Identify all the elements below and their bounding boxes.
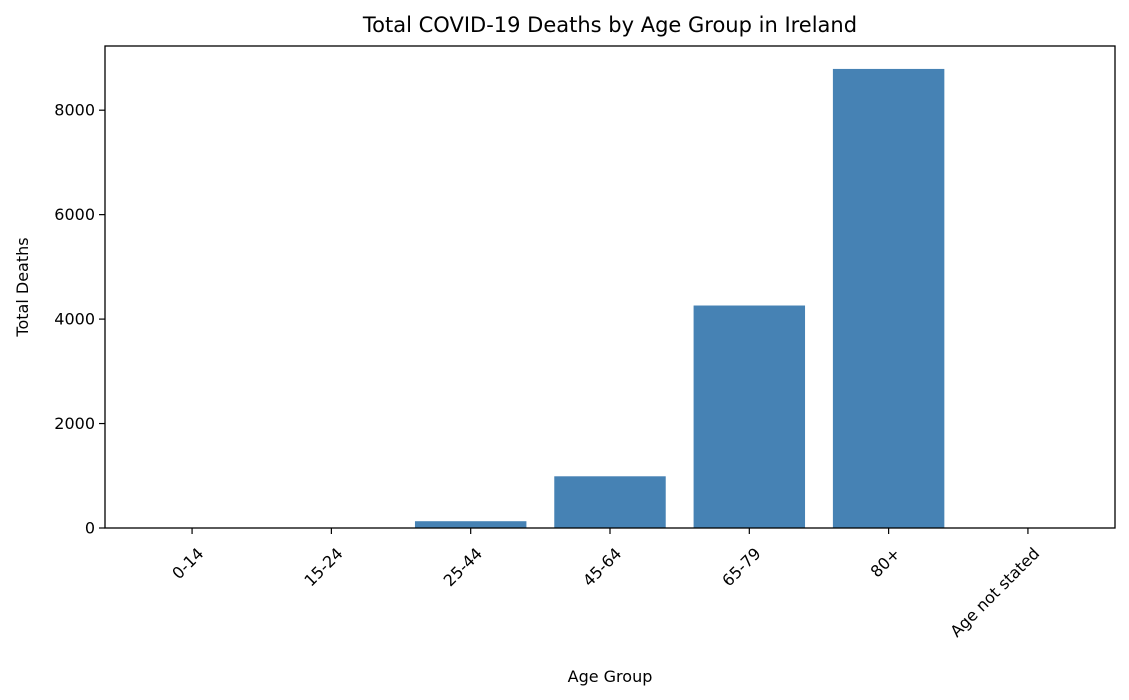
y-axis-label: Total Deaths <box>13 237 32 337</box>
y-tick-label: 0 <box>85 519 95 538</box>
chart-title: Total COVID-19 Deaths by Age Group in Ir… <box>362 13 857 37</box>
bar-2 <box>414 521 527 528</box>
x-ticks: 0-14 15-24 25-44 45-64 65-79 80+ Age not state… <box>168 528 1043 641</box>
bar-4 <box>693 305 806 528</box>
x-tick-label: Age not stated <box>946 544 1043 641</box>
y-tick-label: 2000 <box>54 414 95 433</box>
bar-3 <box>554 476 666 528</box>
plot-frame <box>104 45 1116 529</box>
y-tick-label: 8000 <box>54 101 95 120</box>
y-tick-label: 6000 <box>54 205 95 224</box>
x-tick-label: 15-24 <box>300 544 346 590</box>
x-tick-label: 80+ <box>867 544 904 581</box>
x-tick-label: 65-79 <box>718 544 764 590</box>
y-tick-label: 4000 <box>54 310 95 329</box>
bars-group <box>136 68 1084 528</box>
x-axis-label: Age Group <box>568 667 653 686</box>
y-ticks: 0 2000 4000 6000 8000 <box>54 101 105 538</box>
x-tick-label: 45-64 <box>579 544 625 590</box>
bar-5 <box>832 68 945 528</box>
x-tick-label: 0-14 <box>168 544 207 583</box>
x-tick-label: 25-44 <box>440 544 486 590</box>
